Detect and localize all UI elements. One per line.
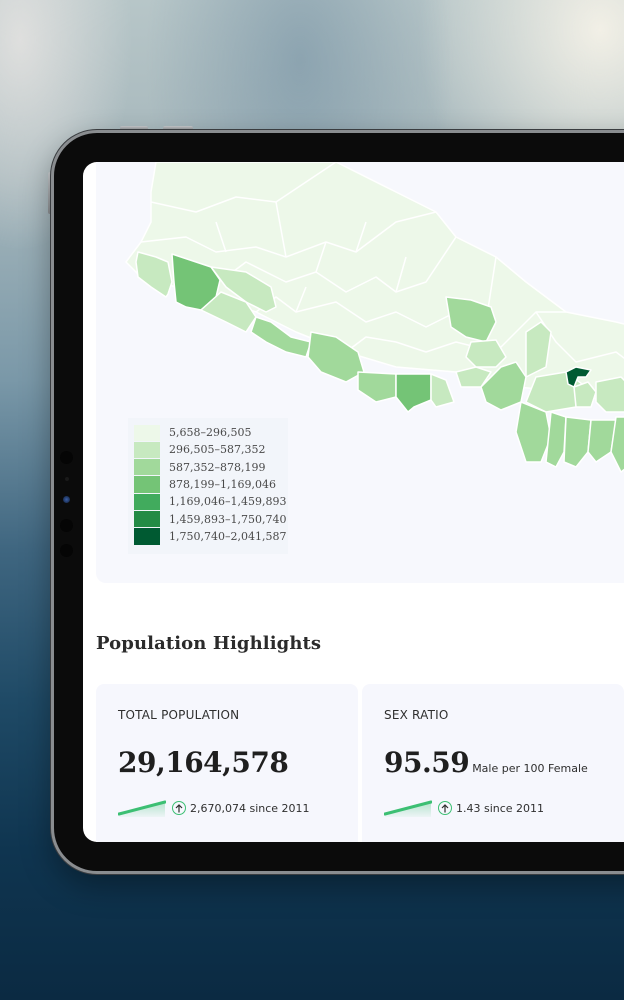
camera-sensor-icon — [60, 544, 73, 557]
stat-label: SEX RATIO — [384, 708, 449, 722]
camera-sensor-icon — [60, 519, 73, 532]
tablet-screen: 5,658–296,505 296,505–587,352 587,352–87… — [83, 162, 624, 842]
legend-label: 1,459,893–1,750,740 — [169, 512, 287, 526]
camera-sensor-icon — [60, 451, 73, 464]
stat-value: 95.59 — [384, 746, 470, 779]
section-title: Population Highlights — [96, 633, 322, 654]
legend-item: 1,459,893–1,750,740 — [134, 510, 288, 528]
legend-label: 296,505–587,352 — [169, 443, 266, 457]
camera-sensor-icon — [65, 477, 69, 481]
arrow-up-circle-icon — [172, 801, 186, 815]
legend-swatch — [134, 441, 160, 459]
sparkline-icon — [118, 800, 166, 817]
trend-text: 1.43 since 2011 — [456, 801, 545, 815]
legend-label: 1,169,046–1,459,893 — [169, 495, 287, 509]
legend-swatch — [134, 424, 160, 441]
arrow-up-circle-icon — [438, 801, 452, 815]
legend-swatch — [134, 459, 160, 476]
camera-lens-icon — [63, 496, 70, 503]
stat-unit: Male per 100 Female — [472, 762, 588, 775]
trend-text: 2,670,074 since 2011 — [190, 801, 310, 815]
legend-item: 878,199–1,169,046 — [134, 476, 288, 493]
device-volume-button — [163, 126, 193, 130]
legend-label: 1,750,740–2,041,587 — [169, 529, 287, 543]
sparkline-icon — [384, 800, 432, 817]
legend-label: 5,658–296,505 — [169, 426, 252, 440]
stat-card-total-population: TOTAL POPULATION 29,164,578 2,670,074 si… — [96, 684, 358, 842]
choropleth-map-card: 5,658–296,505 296,505–587,352 587,352–87… — [96, 162, 624, 583]
legend-label: 587,352–878,199 — [169, 460, 266, 474]
legend-item: 296,505–587,352 — [134, 441, 288, 459]
legend-item: 1,750,740–2,041,587 — [134, 528, 288, 545]
stat-label: TOTAL POPULATION — [118, 708, 240, 722]
device-side-button — [48, 172, 52, 214]
legend-item: 5,658–296,505 — [134, 424, 288, 441]
trend-row: 1.43 since 2011 — [384, 798, 624, 818]
legend-label: 878,199–1,169,046 — [169, 478, 276, 492]
map-legend: 5,658–296,505 296,505–587,352 587,352–87… — [128, 418, 288, 554]
legend-swatch — [134, 510, 160, 528]
stat-card-sex-ratio: SEX RATIO 95.59 Male per 100 Female 1.43… — [362, 684, 624, 842]
trend-row: 2,670,074 since 2011 — [118, 798, 358, 818]
legend-swatch — [134, 476, 160, 493]
legend-swatch — [134, 528, 160, 545]
legend-item: 1,169,046–1,459,893 — [134, 493, 288, 510]
stat-value-row: 29,164,578 — [118, 746, 358, 786]
stat-value-row: 95.59 Male per 100 Female — [384, 746, 624, 786]
legend-swatch — [134, 493, 160, 510]
legend-item: 587,352–878,199 — [134, 459, 288, 476]
nepal-district-map[interactable] — [96, 162, 624, 583]
device-volume-button — [120, 126, 148, 130]
stat-value: 29,164,578 — [118, 746, 289, 779]
